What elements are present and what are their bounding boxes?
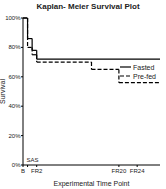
legend-label: Pre-fed [133,73,156,80]
survival-step [32,54,37,55]
x-tick-label: SAS [27,157,39,163]
survival-step [28,38,33,39]
survival-step [23,17,28,18]
y-tick [21,76,23,77]
legend-swatch [120,75,131,76]
legend-swatch [120,66,131,67]
x-tick [137,165,138,167]
survival-drop [36,55,37,62]
y-tick [21,47,23,48]
x-tick-label: B [21,168,25,174]
survival-drop [32,47,33,54]
x-tick-label: FR2 [31,168,43,174]
x-axis [23,165,160,166]
survival-step [32,50,37,51]
y-tick-label: 40% [8,103,21,109]
survival-step [28,47,33,48]
y-tick [21,106,23,107]
y-tick-label: 100% [5,15,21,21]
legend: Fasted Pre-fed [120,64,156,80]
survival-drop [27,18,28,47]
y-tick-label: 60% [8,74,21,80]
series [23,18,160,83]
survival-step [92,69,119,70]
y-tick-label: 80% [8,44,21,50]
x-tick-label: FR20 [112,168,127,174]
y-axis [23,18,24,165]
survival-drop [91,62,92,69]
title: Kaplan- Meier Survival Plot [36,2,139,11]
survival-step [119,82,160,83]
survival-step [37,61,92,62]
x-axis-label: Experimental Time Point [54,180,130,188]
plot-area [23,18,160,83]
x-tick [27,165,28,167]
survival-drop [118,69,119,82]
x-tick-label: FR24 [130,168,145,174]
x-tick [23,165,24,167]
y-tick [21,135,23,136]
legend-label: Fasted [133,64,155,71]
x-tick [36,165,37,167]
x-tick [118,165,119,167]
survival-step [37,59,160,60]
series [23,18,160,59]
survival-step [23,17,28,18]
y-axis-label: Survival [0,79,6,104]
y-tick-label: 20% [8,133,21,139]
y-tick-label: 0% [12,162,21,168]
y-tick [21,18,23,19]
